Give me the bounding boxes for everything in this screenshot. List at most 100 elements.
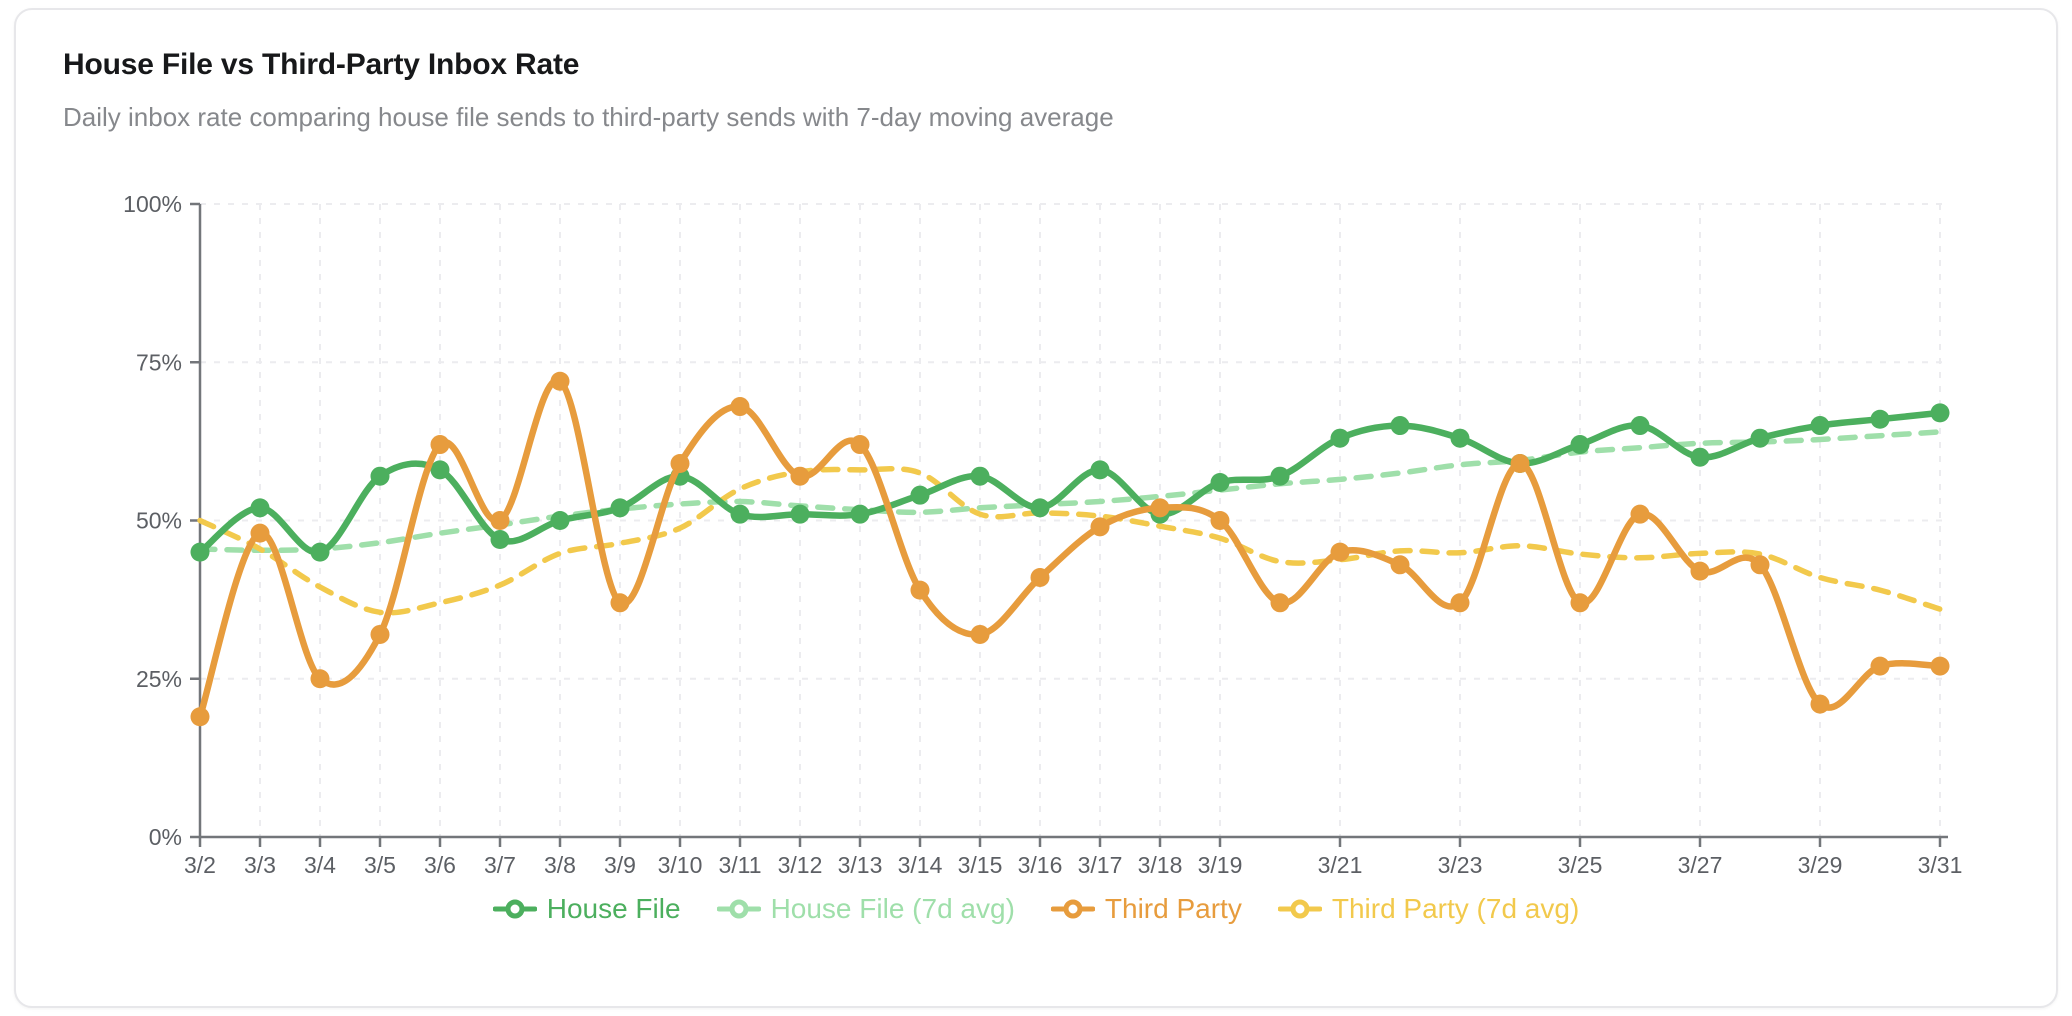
data-point-house-file bbox=[850, 504, 870, 524]
data-point-house-file bbox=[1030, 498, 1050, 518]
data-point-third-party bbox=[910, 580, 930, 600]
data-point-house-file bbox=[1930, 403, 1950, 423]
data-point-house-file bbox=[370, 466, 390, 486]
data-point-house-file bbox=[610, 498, 630, 518]
data-point-third-party bbox=[190, 707, 210, 727]
page-title: House File vs Third-Party Inbox Rate bbox=[63, 48, 580, 81]
x-axis-tick-label: 3/19 bbox=[1198, 852, 1243, 878]
x-axis-tick-label: 3/27 bbox=[1678, 852, 1723, 878]
x-axis-tick-label: 3/13 bbox=[838, 852, 883, 878]
data-point-third-party bbox=[790, 466, 810, 486]
data-point-third-party bbox=[1570, 593, 1590, 613]
data-point-third-party bbox=[370, 624, 390, 644]
data-point-third-party bbox=[1390, 555, 1410, 575]
x-axis-tick-label: 3/11 bbox=[718, 852, 761, 878]
x-axis-tick-label: 3/3 bbox=[244, 852, 276, 878]
x-axis-tick-label: 3/12 bbox=[778, 852, 823, 878]
data-point-third-party bbox=[970, 624, 990, 644]
y-axis-tick-label: 75% bbox=[136, 349, 182, 375]
data-point-third-party bbox=[430, 435, 450, 455]
data-point-house-file bbox=[250, 498, 270, 518]
data-point-house-file bbox=[550, 511, 570, 530]
data-point-third-party bbox=[850, 435, 870, 455]
y-axis-tick-label: 100% bbox=[123, 191, 182, 217]
x-axis-tick-label: 3/17 bbox=[1078, 852, 1123, 878]
x-axis-tick-label: 3/14 bbox=[898, 852, 943, 878]
x-axis-tick-label: 3/2 bbox=[184, 852, 216, 878]
x-axis-tick-label: 3/6 bbox=[424, 852, 456, 878]
data-point-third-party bbox=[250, 523, 270, 543]
data-point-house-file bbox=[490, 529, 510, 549]
y-axis-tick-label: 0% bbox=[149, 824, 182, 850]
x-axis-tick-label: 3/21 bbox=[1318, 852, 1363, 878]
x-axis-tick-label: 3/10 bbox=[658, 852, 703, 878]
data-point-house-file bbox=[730, 504, 750, 524]
data-point-third-party bbox=[670, 454, 690, 474]
data-point-third-party bbox=[490, 511, 510, 530]
legend-marker-icon bbox=[1050, 899, 1095, 919]
x-axis-tick-label: 3/29 bbox=[1798, 852, 1843, 878]
series-line-third-party bbox=[196, 377, 1944, 720]
series-line-third-party-7d-avg bbox=[197, 466, 1943, 616]
x-axis-tick-label: 3/18 bbox=[1138, 852, 1183, 878]
chart-legend: House File House File (7d avg) Third Party… bbox=[0, 893, 2072, 925]
x-axis-tick-label: 3/25 bbox=[1558, 852, 1603, 878]
x-axis-tick-label: 3/15 bbox=[958, 852, 1003, 878]
data-point-third-party bbox=[730, 397, 750, 417]
legend-label: Third Party (7d avg) bbox=[1331, 893, 1580, 924]
data-point-house-file bbox=[1390, 416, 1410, 436]
x-axis-tick-label: 3/16 bbox=[1018, 852, 1063, 878]
data-point-house-file bbox=[970, 466, 990, 486]
data-point-third-party bbox=[1330, 542, 1350, 562]
legend-label: House File (7d avg) bbox=[770, 893, 1015, 924]
x-axis-tick-label: 3/5 bbox=[364, 852, 396, 878]
legend-marker-icon bbox=[716, 899, 761, 919]
data-point-third-party bbox=[1090, 517, 1110, 537]
data-point-third-party bbox=[310, 669, 330, 689]
data-point-third-party bbox=[1630, 504, 1650, 524]
data-point-third-party bbox=[1510, 454, 1530, 474]
legend-item-house-file[interactable]: House File bbox=[492, 893, 681, 925]
data-point-house-file bbox=[1630, 416, 1650, 436]
data-point-third-party bbox=[610, 593, 630, 613]
data-point-third-party bbox=[1750, 555, 1770, 575]
legend-item-third-party-7d-avg[interactable]: Third Party (7d avg) bbox=[1277, 893, 1580, 925]
data-point-house-file bbox=[910, 485, 930, 505]
data-point-third-party bbox=[1690, 561, 1710, 581]
data-point-house-file bbox=[1210, 473, 1230, 493]
x-axis-tick-label: 3/23 bbox=[1438, 852, 1483, 878]
data-point-third-party bbox=[1810, 694, 1830, 714]
y-axis-tick-label: 25% bbox=[136, 666, 182, 692]
data-point-house-file bbox=[430, 460, 450, 480]
legend-marker-icon bbox=[1277, 899, 1322, 919]
data-point-third-party bbox=[1930, 656, 1950, 676]
legend-item-house-file-7d-avg[interactable]: House File (7d avg) bbox=[716, 893, 1015, 925]
data-point-third-party bbox=[1270, 593, 1290, 613]
data-point-house-file bbox=[1570, 435, 1590, 455]
x-axis-tick-label: 3/4 bbox=[304, 852, 336, 878]
legend-label: House File bbox=[546, 893, 681, 924]
data-point-house-file bbox=[1270, 466, 1290, 486]
data-point-house-file bbox=[1810, 416, 1830, 436]
legend-label: Third Party bbox=[1104, 893, 1242, 924]
x-axis-tick-label: 3/7 bbox=[484, 852, 516, 878]
y-axis-tick-label: 50% bbox=[136, 508, 182, 534]
x-axis-tick-label: 3/31 bbox=[1918, 852, 1963, 878]
x-axis-tick-label: 3/8 bbox=[544, 852, 576, 878]
legend-marker-icon bbox=[492, 899, 537, 919]
data-point-third-party bbox=[1870, 656, 1890, 676]
data-point-house-file bbox=[310, 542, 330, 562]
data-point-house-file bbox=[1870, 409, 1890, 429]
series-line-house-file bbox=[196, 409, 1944, 556]
data-point-third-party bbox=[1450, 593, 1470, 613]
data-point-house-file bbox=[1750, 428, 1770, 448]
data-point-third-party bbox=[1150, 498, 1170, 518]
data-point-house-file bbox=[790, 504, 810, 524]
data-point-house-file bbox=[190, 542, 210, 562]
data-point-third-party bbox=[1210, 511, 1230, 530]
data-point-third-party bbox=[1030, 567, 1050, 587]
legend-item-third-party[interactable]: Third Party bbox=[1050, 893, 1242, 925]
data-point-house-file bbox=[1090, 460, 1110, 480]
page-subtitle: Daily inbox rate comparing house file se… bbox=[63, 102, 1114, 132]
